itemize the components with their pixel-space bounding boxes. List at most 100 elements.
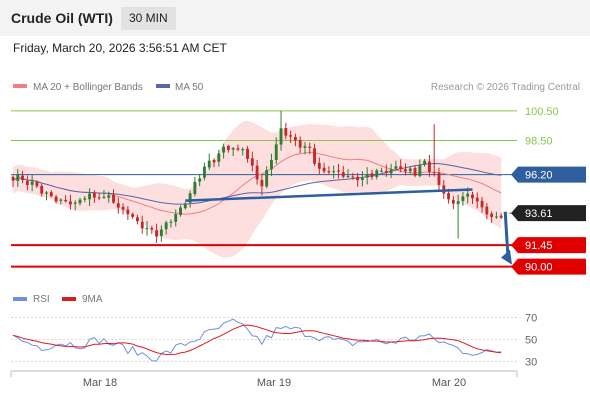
ma50-legend-swatch <box>156 84 170 88</box>
candle-body <box>404 169 407 172</box>
candle-body <box>222 146 226 153</box>
ma20-legend-swatch <box>13 84 27 88</box>
candle-body <box>155 230 159 237</box>
candle-body <box>246 148 249 160</box>
candle-body <box>308 146 312 148</box>
rsi-tick-label: 70 <box>525 312 537 324</box>
rsi-tick-label: 30 <box>525 356 537 368</box>
support-label-box <box>511 237 586 254</box>
candle-body <box>69 201 72 205</box>
current-label-box <box>511 205 586 222</box>
neckline <box>185 188 473 202</box>
candle-body <box>494 216 498 218</box>
candle-body <box>231 148 235 150</box>
candle-body <box>384 170 388 173</box>
candle-body <box>116 203 120 208</box>
candle-body <box>97 197 101 199</box>
candle-body <box>250 158 254 166</box>
candle-body <box>360 178 364 180</box>
rsi-line <box>12 318 502 362</box>
candle-body <box>456 201 460 205</box>
bollinger-band <box>13 120 502 258</box>
candle-body <box>437 172 441 185</box>
candle-body <box>193 181 197 195</box>
candle-body <box>274 144 278 160</box>
ma50-legend-label: MA 50 <box>175 82 204 93</box>
candle-body <box>88 193 92 200</box>
ma9-legend-swatch <box>62 297 76 301</box>
bollinger-band-fill <box>13 120 502 258</box>
candle-body <box>226 145 230 151</box>
candle-body <box>499 215 503 218</box>
rsi-panel: 70 50 30 <box>11 312 537 368</box>
x-tick-label: Mar 19 <box>257 377 291 389</box>
candle-body <box>423 160 427 165</box>
candle-body <box>203 166 206 178</box>
candle-body <box>471 194 474 199</box>
candle-body <box>145 228 149 230</box>
candle-body <box>169 221 173 223</box>
candle-body <box>83 198 87 200</box>
candle-body <box>394 166 398 169</box>
annotations <box>185 188 512 265</box>
candle-body <box>337 170 340 172</box>
credit-label: Research © 2026 Trading Central <box>431 82 580 93</box>
candle-body <box>112 194 115 203</box>
candle-body <box>40 185 44 194</box>
candle-body <box>341 172 345 177</box>
candle-body <box>131 213 135 217</box>
candle-body <box>356 176 360 181</box>
candle-body <box>73 202 77 204</box>
candle-body <box>126 209 130 215</box>
candle-body <box>322 167 326 172</box>
candle-body <box>183 203 187 209</box>
candle-body <box>140 221 144 229</box>
candle-body <box>351 176 355 178</box>
support-label-box <box>511 258 586 275</box>
candle-body <box>179 207 182 215</box>
candle-body <box>64 199 68 202</box>
x-tick-label: Mar 18 <box>83 377 117 389</box>
pivot-label: 96.20 <box>525 170 553 182</box>
candle-body <box>25 180 29 185</box>
candle-body <box>365 174 369 178</box>
candle-body <box>475 197 479 202</box>
pivot-label-box <box>511 166 586 183</box>
candle-body <box>370 173 374 177</box>
rsi-legend: RSI 9MA <box>13 294 103 305</box>
candle-body <box>346 175 350 177</box>
candle-body <box>35 181 39 187</box>
candle-body <box>78 199 82 204</box>
candle-body <box>59 199 63 201</box>
candle-body <box>317 162 321 169</box>
candle-body <box>102 196 106 198</box>
interval-badge[interactable]: 30 MIN <box>121 7 176 30</box>
candle-body <box>461 196 465 201</box>
candle-body <box>303 146 307 148</box>
candle-body <box>389 169 393 174</box>
candle-body <box>279 128 283 145</box>
candle-body <box>54 196 58 202</box>
candle-body <box>418 165 422 176</box>
candle-body <box>289 135 293 137</box>
candle-body <box>188 193 192 203</box>
candle-body <box>480 200 484 208</box>
candle-body <box>198 178 202 182</box>
ma20-legend-label: MA 20 + Bollinger Bands <box>33 82 143 93</box>
candle-body <box>30 181 34 185</box>
candle-body <box>265 170 269 187</box>
candle-body <box>260 179 264 187</box>
candle-body <box>241 149 245 151</box>
ma9-legend-label: 9MA <box>82 294 103 305</box>
candle-body <box>212 159 216 163</box>
candle-body <box>451 199 455 204</box>
candle-body <box>164 222 168 230</box>
rsi-legend-swatch <box>13 297 27 301</box>
candles <box>11 110 503 243</box>
candle-body <box>298 139 302 148</box>
projection-arrow-head <box>501 249 512 265</box>
current-label: 93.61 <box>525 208 553 220</box>
candle-body <box>174 214 178 222</box>
rsi-tick-label: 50 <box>525 334 537 346</box>
candle-body <box>136 217 139 222</box>
